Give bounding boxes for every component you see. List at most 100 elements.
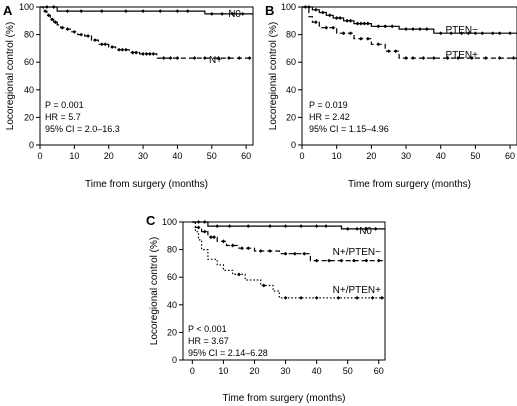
censor-mark (209, 235, 213, 240)
curve-label: N0 (228, 9, 241, 20)
series-line-1 (302, 6, 517, 34)
censor-mark (470, 56, 474, 60)
censor-mark (65, 9, 70, 14)
panel-letter: A (3, 3, 13, 18)
censor-mark (364, 258, 369, 263)
panel-c: C 0 10 20 30 40 50 60 0 20 40 60 80 100 Time from surg… (146, 213, 386, 404)
censor-mark (313, 7, 318, 12)
censor-mark (79, 9, 84, 14)
censor-mark (43, 9, 48, 14)
p-value: P = 0.019 (309, 100, 348, 110)
y-tick-label: 80 (286, 30, 296, 40)
curve-label: N+/PTEN− (333, 247, 382, 258)
censor-mark (168, 56, 173, 60)
censor-mark (336, 296, 341, 300)
series-line-1 (40, 6, 253, 15)
y-tick-label: 80 (24, 30, 34, 40)
censor-mark (508, 31, 512, 36)
censor-mark (307, 5, 311, 9)
censor-mark (86, 34, 90, 38)
y-tick-label: 80 (167, 245, 177, 255)
x-axis-title: Time from surgery (months) (223, 393, 346, 404)
censor-mark (246, 224, 251, 229)
curve-label: PTEN+ (445, 50, 478, 61)
censor-mark (345, 227, 350, 231)
censor-mark (511, 56, 516, 60)
censor-mark (490, 31, 495, 36)
x-tick-label: 60 (505, 151, 515, 161)
censor-mark (376, 258, 381, 263)
censor-mark (120, 47, 125, 52)
censor-mark (352, 258, 356, 263)
x-tick-label: 40 (436, 151, 446, 161)
censor-mark (373, 227, 378, 231)
censor-mark (60, 25, 65, 30)
censor-mark (99, 42, 104, 47)
x-tick-label: 30 (281, 366, 291, 376)
censor-mark (192, 56, 197, 60)
y-tick-label: 40 (286, 85, 296, 95)
curve-label: N0 (359, 226, 372, 237)
censor-mark (175, 9, 180, 14)
hazard-ratio: HR = 3.67 (188, 336, 229, 346)
censor-mark (404, 56, 408, 60)
censor-mark (221, 239, 226, 244)
censor-mark (141, 52, 145, 56)
censor-mark (99, 9, 104, 14)
y-tick-label: 60 (167, 272, 177, 282)
censor-mark (365, 36, 370, 41)
plot-frame (182, 221, 386, 361)
censor-mark (355, 227, 359, 231)
censor-mark (44, 5, 49, 9)
curve-label: PTEN− (445, 25, 478, 36)
x-tick-label: 60 (241, 151, 251, 161)
series-line-2 (40, 6, 253, 59)
censor-mark (227, 56, 231, 60)
censor-mark (411, 56, 415, 60)
censor-mark (268, 224, 272, 229)
censor-mark (348, 31, 353, 36)
censor-mark (466, 31, 471, 36)
x-tick-label: 10 (218, 366, 228, 376)
x-tick-label: 50 (343, 366, 353, 376)
censor-mark (292, 251, 297, 256)
censor-mark (283, 224, 288, 229)
censor-mark (110, 45, 115, 49)
censor-mark (438, 31, 443, 36)
censor-mark (196, 225, 201, 230)
censor-mark (46, 13, 51, 18)
confidence-interval: 95% CI = 1.15–4.96 (309, 124, 389, 134)
censor-mark (230, 243, 235, 248)
panel-b: B 0 10 20 30 40 50 60 0 20 40 60 80 100 Time from surg… (265, 2, 517, 190)
censor-mark (237, 272, 241, 277)
censor-mark (268, 249, 272, 253)
censor-mark (355, 21, 360, 26)
y-tick-label: 60 (286, 57, 296, 67)
x-axis-title: Time from surgery (months) (348, 179, 471, 190)
censor-mark (151, 52, 156, 56)
censor-mark (386, 49, 391, 54)
censor-mark (431, 56, 436, 60)
censor-mark (123, 47, 128, 52)
censor-mark (79, 32, 84, 37)
censor-mark (314, 296, 319, 300)
x-tick-label: 50 (470, 151, 480, 161)
censor-mark (314, 258, 319, 263)
censor-mark (445, 56, 450, 60)
y-tick-label: 100 (281, 2, 296, 12)
censor-mark (365, 21, 370, 26)
censor-mark (345, 18, 349, 23)
censor-mark (299, 296, 303, 300)
series-line-1 (192, 221, 385, 230)
x-tick-label: 10 (332, 151, 342, 161)
x-axis-title: Time from surgery (months) (85, 179, 208, 190)
censor-mark (355, 296, 359, 300)
hazard-ratio: HR = 2.42 (309, 112, 350, 122)
censor-mark (53, 20, 58, 25)
x-tick-label: 0 (190, 366, 195, 376)
x-tick-label: 60 (374, 366, 384, 376)
series-line-2 (302, 6, 517, 59)
x-tick-label: 0 (299, 151, 304, 161)
y-axis-title: Locoregional control (%) (5, 22, 16, 130)
